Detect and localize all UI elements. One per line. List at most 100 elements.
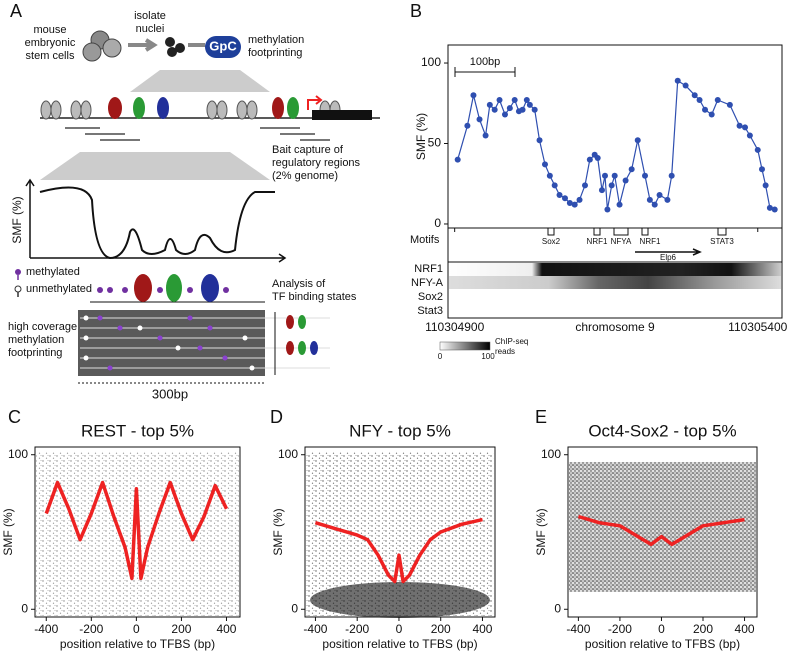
colorbar-label: ChIP-seq bbox=[495, 337, 528, 346]
x-axis-label: position relative to TFBS (bp) bbox=[585, 637, 740, 651]
x-tick-label: 110305400 bbox=[728, 320, 788, 334]
x-tick-label: -400 bbox=[566, 622, 590, 636]
motif-label: STAT3 bbox=[710, 237, 734, 246]
motif-label: NRF1 bbox=[587, 237, 608, 246]
x-tick-label: -400 bbox=[34, 622, 58, 636]
y-axis-label: SMF (%) bbox=[271, 508, 285, 555]
motifs-label: Motifs bbox=[410, 234, 440, 246]
genome-track: 100bp Motifs Sox2 NRF1 NFYA NRF1 STAT3 E… bbox=[410, 56, 783, 361]
panel-label: B bbox=[410, 1, 422, 21]
y-tick-label: 0 bbox=[554, 601, 561, 615]
data-point bbox=[608, 182, 615, 189]
data-point bbox=[736, 122, 743, 129]
colorbar-max: 100 bbox=[481, 352, 495, 361]
y-tick-label: 100 bbox=[421, 55, 441, 69]
x-axis-label: position relative to TFBS (bp) bbox=[60, 637, 215, 651]
cells-label: stem cells bbox=[26, 50, 75, 62]
coverage-label: footprinting bbox=[8, 347, 62, 359]
bait-label: (2% genome) bbox=[272, 170, 338, 182]
y-tick-label: 100 bbox=[278, 447, 298, 461]
bait-label: Bait capture of bbox=[272, 144, 344, 156]
track-label: Sox2 bbox=[418, 291, 443, 303]
isolate-label: nuclei bbox=[136, 23, 165, 35]
gene-label: Elp6 bbox=[660, 253, 677, 262]
data-point bbox=[491, 106, 498, 113]
x-tick-label: -200 bbox=[79, 622, 103, 636]
legend-methylated: methylated bbox=[26, 266, 80, 278]
panel-label: C bbox=[8, 407, 21, 427]
data-point bbox=[598, 187, 605, 194]
footprint-label: methylation bbox=[248, 34, 304, 46]
x-axis-label: chromosome 9 bbox=[575, 320, 655, 334]
data-point bbox=[594, 154, 601, 161]
track-label: Stat3 bbox=[417, 305, 443, 317]
data-point bbox=[604, 206, 611, 213]
data-point bbox=[470, 92, 477, 99]
data-point bbox=[746, 132, 753, 139]
coverage-label: methylation bbox=[8, 334, 64, 346]
isolate-label: isolate bbox=[134, 10, 166, 22]
x-tick-label: 110304900 bbox=[425, 320, 485, 334]
data-point bbox=[464, 122, 471, 129]
data-point bbox=[531, 106, 538, 113]
data-point bbox=[691, 92, 698, 99]
motif-label: Sox2 bbox=[542, 237, 561, 246]
data-point bbox=[664, 196, 671, 203]
plot-frame bbox=[567, 446, 758, 618]
y-tick-label: 100 bbox=[541, 447, 561, 461]
data-point bbox=[576, 196, 583, 203]
chart-title: NFY - top 5% bbox=[349, 421, 451, 440]
data-point bbox=[506, 105, 513, 112]
data-point bbox=[476, 116, 483, 123]
data-point bbox=[561, 195, 568, 202]
data-point bbox=[526, 101, 533, 108]
motif-label: NFYA bbox=[611, 237, 632, 246]
panel-label: A bbox=[10, 1, 22, 21]
data-point bbox=[742, 124, 749, 131]
cells-label: embryonic bbox=[25, 37, 76, 49]
data-point bbox=[482, 132, 489, 139]
x-tick-label: 200 bbox=[693, 622, 713, 636]
plot-frame bbox=[447, 44, 783, 229]
data-point bbox=[634, 137, 641, 144]
data-point bbox=[511, 97, 518, 104]
x-axis-label: position relative to TFBS (bp) bbox=[322, 637, 477, 651]
data-point bbox=[496, 97, 503, 104]
data-point bbox=[541, 161, 548, 168]
data-point bbox=[762, 182, 769, 189]
y-tick-label: 50 bbox=[428, 136, 442, 150]
x-tick-label: 0 bbox=[133, 622, 140, 636]
y-axis-label: SMF (%) bbox=[414, 113, 428, 160]
x-tick-label: -200 bbox=[345, 622, 369, 636]
plot-frame bbox=[34, 446, 241, 618]
data-point bbox=[754, 146, 761, 153]
data-point bbox=[758, 166, 765, 173]
chart-title: REST - top 5% bbox=[81, 421, 194, 440]
data-point bbox=[486, 101, 493, 108]
colorbar-label: reads bbox=[495, 347, 515, 356]
data-point bbox=[771, 206, 778, 213]
data-point bbox=[622, 177, 629, 184]
y-tick-label: 0 bbox=[291, 601, 298, 615]
data-point bbox=[708, 111, 715, 118]
panel-a: mouse embryonic stem cells isolate nucle… bbox=[8, 10, 380, 401]
data-point bbox=[519, 106, 526, 113]
data-point bbox=[651, 201, 658, 208]
motif-label: NRF1 bbox=[640, 237, 661, 246]
data-point bbox=[726, 101, 733, 108]
data-point bbox=[601, 172, 608, 179]
data-point bbox=[581, 182, 588, 189]
colorbar-min: 0 bbox=[438, 352, 443, 361]
data-point bbox=[656, 192, 663, 199]
legend-unmethylated: unmethylated bbox=[26, 283, 92, 295]
x-tick-label: 400 bbox=[472, 622, 492, 636]
data-point bbox=[628, 166, 635, 173]
data-point bbox=[766, 204, 773, 211]
scatter-cloud bbox=[310, 582, 490, 618]
data-point bbox=[586, 156, 593, 163]
smf-label: SMF (%) bbox=[10, 196, 24, 243]
cells-label: mouse bbox=[33, 24, 66, 36]
track-label: NFY-A bbox=[411, 277, 444, 289]
x-tick-label: 0 bbox=[396, 622, 403, 636]
